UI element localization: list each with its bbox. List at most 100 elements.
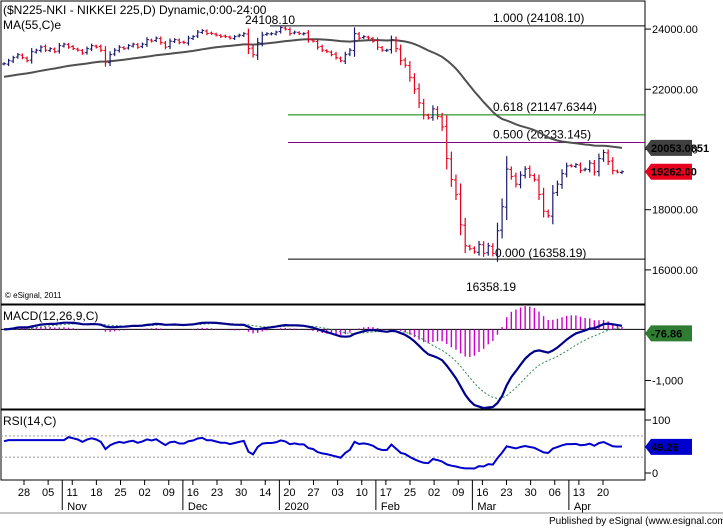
candle xyxy=(592,159,597,176)
ma-value-badge-text: 20053.0851 xyxy=(651,143,709,155)
month-label: Nov xyxy=(67,501,87,513)
x-tick-label: 23 xyxy=(500,487,512,499)
candle xyxy=(380,45,385,52)
candle xyxy=(564,162,569,178)
x-tick-label: 10 xyxy=(356,487,368,499)
candle xyxy=(292,30,297,35)
candle xyxy=(274,30,279,36)
candle xyxy=(89,43,94,52)
x-tick-label: 17 xyxy=(380,487,392,499)
candle xyxy=(223,34,228,39)
candle xyxy=(389,35,394,54)
last-price-badge-text: 19262.00 xyxy=(651,167,697,179)
x-tick-label: 16 xyxy=(187,487,199,499)
candle xyxy=(121,46,126,51)
candle xyxy=(550,185,555,225)
rsi-value-badge: 49.26 xyxy=(645,438,692,455)
x-tick-label: 28 xyxy=(18,487,30,499)
candle xyxy=(98,44,103,53)
candle xyxy=(264,32,269,36)
candle xyxy=(620,170,624,174)
candle xyxy=(38,45,43,53)
candle xyxy=(320,44,325,53)
candle xyxy=(232,35,237,41)
candle xyxy=(384,48,389,53)
candle xyxy=(177,38,182,45)
candle xyxy=(200,29,205,34)
candle xyxy=(172,38,177,44)
candle xyxy=(48,47,53,53)
candle xyxy=(347,48,352,57)
candle xyxy=(481,241,486,257)
candle xyxy=(57,43,62,54)
candle xyxy=(573,163,578,168)
candle xyxy=(578,162,583,174)
candle xyxy=(103,46,108,67)
month-label: Mar xyxy=(477,501,496,513)
price-y-tick-label: 22000.00 xyxy=(652,84,698,96)
candle xyxy=(467,244,472,251)
footer-credit: Published by eSignal (www.esignal.com) xyxy=(549,516,723,527)
rsi-value-badge-text: 49.26 xyxy=(651,442,679,454)
macd-value-badge: -76.86 xyxy=(645,325,692,342)
candle xyxy=(435,106,440,120)
candle xyxy=(301,32,306,36)
candle xyxy=(375,37,380,51)
x-tick-label: 25 xyxy=(404,487,416,499)
ma-label: MA(55,C)e xyxy=(3,18,61,32)
candle xyxy=(43,44,48,53)
x-tick-label: 11 xyxy=(67,487,78,499)
candle xyxy=(191,35,196,41)
x-tick-label: 13 xyxy=(573,487,585,499)
x-tick-label: 27 xyxy=(307,487,319,499)
candle xyxy=(209,31,214,35)
rsi-title: RSI(14,C) xyxy=(3,414,56,428)
candle xyxy=(149,38,154,43)
candle xyxy=(366,35,371,40)
candle xyxy=(324,49,329,54)
candle xyxy=(158,36,163,45)
candle xyxy=(186,35,191,46)
candle xyxy=(144,37,149,47)
x-tick-label: 20 xyxy=(283,487,295,499)
candle xyxy=(135,42,140,49)
candle xyxy=(440,112,445,131)
candle xyxy=(278,25,283,34)
macd-signal-line xyxy=(3,323,623,400)
candle xyxy=(504,156,509,220)
candle xyxy=(610,157,615,175)
month-label: 2020 xyxy=(284,501,308,513)
candle xyxy=(311,38,315,43)
candle xyxy=(61,42,66,48)
x-tick-label: 09 xyxy=(452,487,464,499)
x-tick-label: 25 xyxy=(114,487,126,499)
candle xyxy=(15,53,20,59)
candle xyxy=(430,105,435,121)
candle xyxy=(569,164,574,168)
candle xyxy=(117,45,122,53)
candle xyxy=(500,198,505,239)
candle xyxy=(449,151,454,187)
macd-title: MACD(12,26,9,C) xyxy=(3,309,98,323)
candle xyxy=(218,34,223,39)
x-tick-label: 23 xyxy=(211,487,223,499)
candle xyxy=(458,183,463,236)
x-tick-label: 03 xyxy=(332,487,344,499)
x-tick-label: 18 xyxy=(90,487,102,499)
candle xyxy=(334,52,339,60)
candle xyxy=(601,149,606,162)
candle xyxy=(108,51,113,66)
candle xyxy=(2,62,6,66)
candle xyxy=(260,31,265,47)
rsi-line xyxy=(3,436,623,470)
candle xyxy=(523,166,528,179)
candle xyxy=(583,167,588,172)
x-tick-label: 05 xyxy=(42,487,54,499)
candle xyxy=(407,61,412,82)
candle xyxy=(168,38,173,50)
candle xyxy=(490,243,495,257)
month-label: Dec xyxy=(188,501,208,513)
x-tick-label: 20 xyxy=(597,487,609,499)
candle xyxy=(417,83,422,109)
